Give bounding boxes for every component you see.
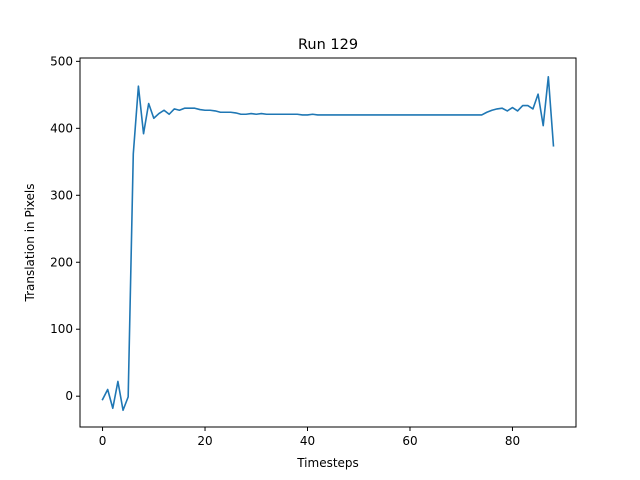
plot-lines [101, 75, 555, 412]
plot-frame [79, 57, 577, 428]
x-tick-label: 0 [99, 434, 107, 448]
y-tick-label: 300 [50, 188, 73, 202]
axis-ticks: 0 20 40 60 80 0 100 200 300 400 500 [50, 54, 520, 448]
x-tick-label: 80 [505, 434, 520, 448]
y-tick-label: 500 [50, 54, 73, 68]
x-tick-label: 40 [300, 434, 315, 448]
x-axis-label: Timesteps [296, 456, 359, 470]
y-axis-label: Translation in Pixels [23, 184, 37, 303]
y-tick-label: 0 [65, 389, 73, 403]
x-tick-label: 60 [402, 434, 417, 448]
chart-title: Run 129 [298, 37, 358, 53]
y-tick-label: 100 [50, 322, 73, 336]
y-tick-label: 200 [50, 255, 73, 269]
series-line [101, 75, 555, 412]
y-tick-label: 400 [50, 121, 73, 135]
x-tick-label: 20 [197, 434, 212, 448]
